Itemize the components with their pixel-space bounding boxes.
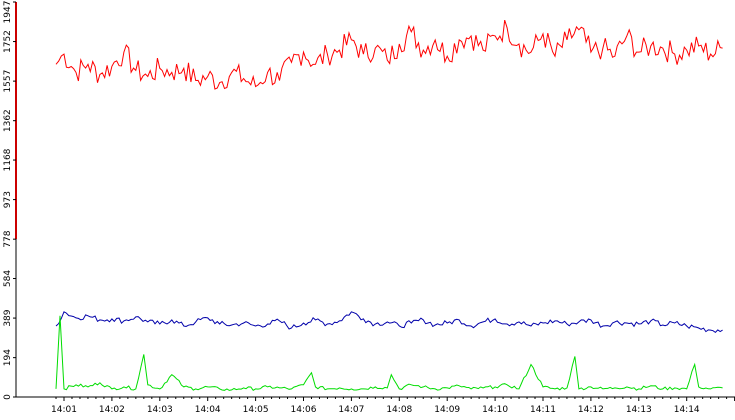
y-tick-label: 389 [3,309,13,326]
x-tick-label: 14:06 [291,405,317,415]
y-tick-label: 1752 [3,30,13,53]
x-tick-label: 14:13 [626,405,652,415]
x-tick-label: 14:02 [99,405,125,415]
chart-marks [55,19,723,391]
y-tick-label: 1947 [3,1,13,24]
y-tick-label: 194 [3,349,13,366]
x-tick-label: 14:03 [147,405,173,415]
y-tick-label: 584 [3,270,13,287]
chart-axes [13,1,735,401]
y-tick-label: 1557 [3,70,13,93]
x-tick-label: 14:08 [386,405,412,415]
series-line [55,311,723,334]
x-tick-label: 14:07 [338,405,364,415]
x-tick-label: 14:09 [434,405,460,415]
series-line [55,315,723,391]
y-tick-label: 0 [3,394,13,400]
x-tick-label: 14:12 [578,405,604,415]
y-tick-label: 1362 [3,109,13,132]
x-tick-label: 14:01 [51,405,77,415]
y-tick-label: 778 [3,230,13,247]
x-tick-label: 14:04 [195,405,221,415]
x-tick-label: 14:11 [530,405,556,415]
x-tick-label: 14:10 [482,405,508,415]
chart-labels: 0 194 389 584 778 973 1168 1362 1557 1752 1947 14:0… [3,1,700,415]
y-tick-label: 973 [3,191,13,208]
series-line [55,19,723,90]
x-tick-label: 14:05 [243,405,269,415]
x-tick-label: 14:14 [674,405,700,415]
y-tick-label: 1168 [3,148,13,171]
